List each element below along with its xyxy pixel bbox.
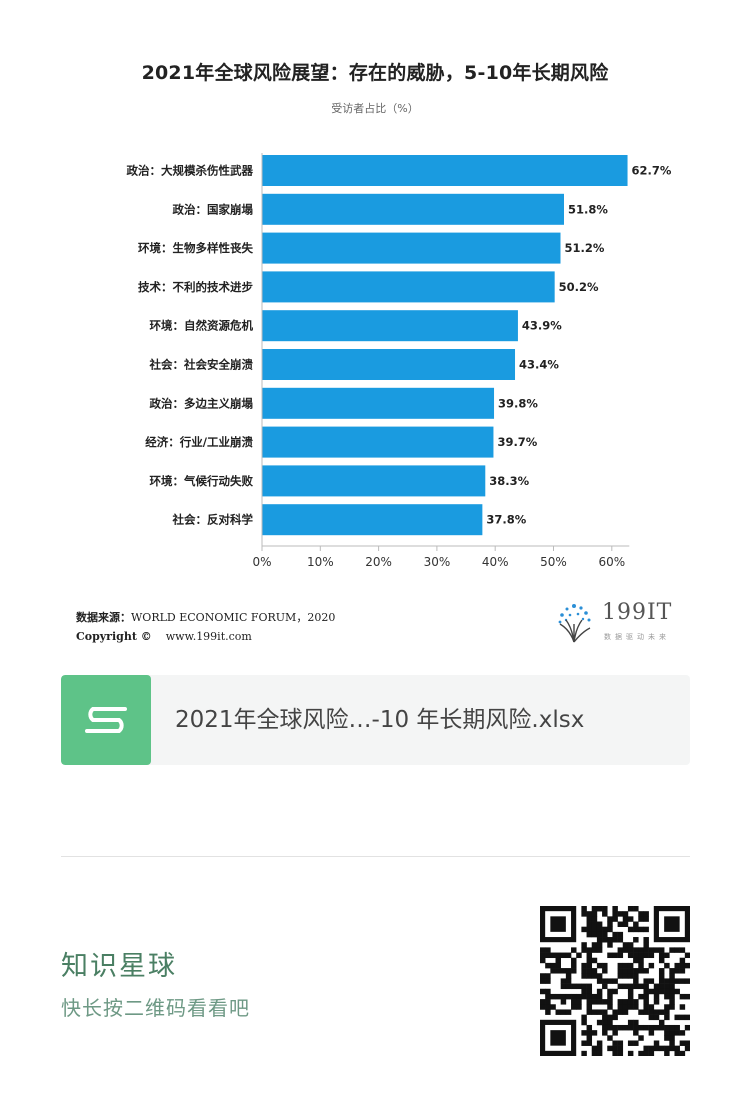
x-tick-label: 50%: [540, 555, 567, 569]
data-label: 38.3%: [489, 474, 529, 488]
file-attachment-card[interactable]: 2021年全球风险…-10 年长期风险.xlsx: [61, 675, 690, 765]
bar: [262, 504, 483, 536]
dandelion-logo-icon: [558, 604, 591, 643]
data-label: 43.4%: [519, 358, 559, 372]
category-label: 社会：反对科学: [172, 513, 254, 527]
brand-logo: 199IT 数据驱动未来: [552, 600, 682, 646]
logo-text: 199IT: [602, 600, 673, 625]
copyright: Copyright © www.199it.com: [76, 630, 252, 643]
x-tick-label: 0%: [252, 555, 271, 569]
bar: [262, 387, 495, 419]
chart-title: 2021年全球风险展望：存在的威胁，5-10年长期风险: [141, 62, 609, 84]
source-label: 数据来源：: [76, 611, 131, 624]
bar: [262, 349, 516, 380]
data-label: 51.2%: [564, 241, 604, 255]
data-label: 37.8%: [486, 513, 526, 527]
data-label: 43.9%: [522, 319, 562, 333]
chart-subtitle: 受访者占比（%）: [331, 102, 419, 115]
data-label: 51.8%: [568, 202, 608, 216]
bar: [262, 232, 561, 264]
data-source: 数据来源：WORLD ECONOMIC FORUM，2020: [76, 609, 335, 625]
data-label: 39.8%: [498, 396, 538, 410]
data-label: 62.7%: [632, 164, 672, 178]
x-tick-label: 10%: [307, 555, 334, 569]
qr-code[interactable]: [540, 906, 690, 1056]
copyright-url[interactable]: www.199it.com: [165, 630, 252, 643]
category-label: 技术：不利的技术进步: [138, 280, 253, 294]
bar: [262, 426, 494, 458]
bar: [262, 465, 486, 497]
source-text: WORLD ECONOMIC FORUM，2020: [131, 611, 336, 624]
category-label: 经济：行业/工业崩溃: [145, 435, 253, 449]
category-label: 环境：自然资源危机: [150, 319, 254, 333]
file-name: 2021年全球风险…-10 年长期风险.xlsx: [175, 707, 585, 733]
bar: [262, 271, 555, 303]
x-tick-label: 40%: [482, 555, 509, 569]
x-tick-label: 60%: [598, 555, 625, 569]
divider: [61, 856, 690, 857]
category-label: 环境：气候行动失败: [150, 474, 254, 488]
category-label: 政治：国家崩塌: [173, 202, 254, 216]
data-label: 39.7%: [497, 435, 537, 449]
x-tick-label: 20%: [365, 555, 392, 569]
category-label: 政治：多边主义崩塌: [150, 396, 254, 410]
copyright-label: Copyright ©: [76, 630, 152, 643]
category-label: 社会：社会安全崩溃: [149, 358, 254, 372]
footer-title: 知识星球: [61, 951, 177, 982]
footer-subtitle: 快长按二维码看看吧: [61, 996, 250, 1020]
bar-chart: 政治：大规模杀伤性武器 62.7% 政治：国家崩塌 51.8% 环境：生物多样性丧失 51…: [127, 153, 672, 569]
logo-tagline: 数据驱动未来: [604, 633, 670, 641]
bar: [262, 193, 564, 225]
data-label: 50.2%: [559, 280, 599, 294]
bar: [262, 310, 518, 342]
category-label: 环境：生物多样性丧失: [138, 241, 253, 255]
bar: [262, 155, 628, 186]
category-label: 政治：大规模杀伤性武器: [127, 164, 254, 178]
x-tick-label: 30%: [424, 555, 451, 569]
spreadsheet-s-icon: [61, 675, 151, 765]
